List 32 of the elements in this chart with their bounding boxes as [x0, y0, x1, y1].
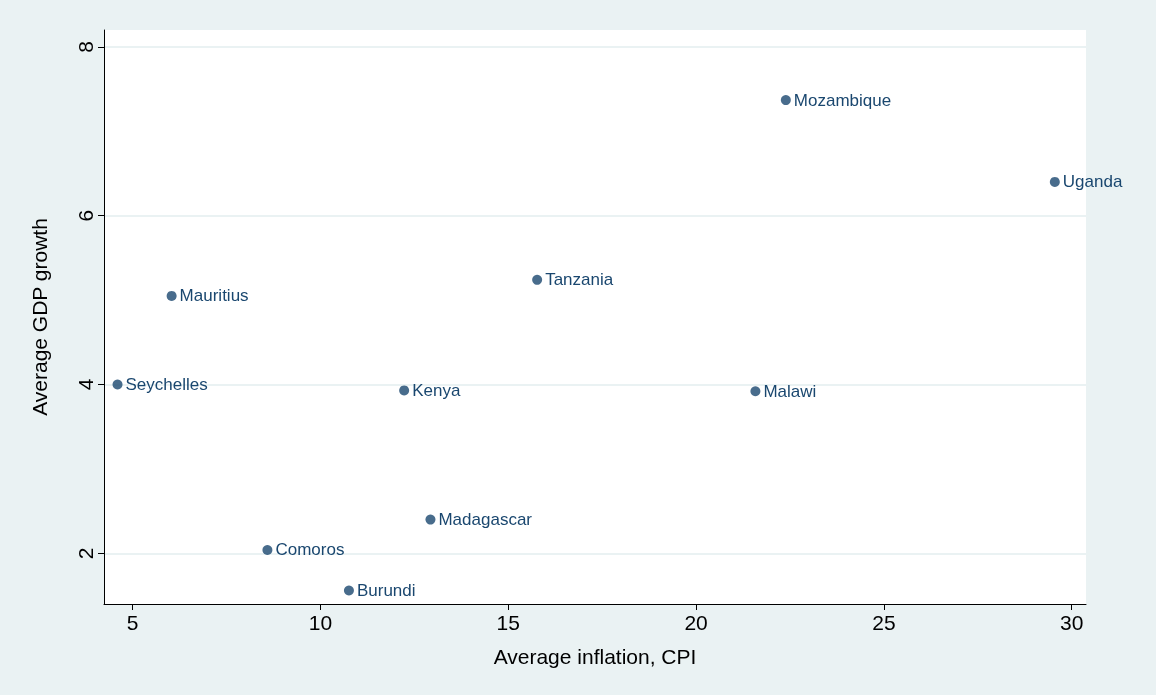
x-tick-label: 25	[872, 611, 896, 634]
annotation: Burundi	[356, 580, 416, 600]
annotation: Comoros	[275, 540, 345, 560]
point	[1049, 176, 1060, 187]
annotation: Kenya	[412, 380, 461, 400]
annotation: Uganda	[1062, 172, 1123, 192]
point	[343, 585, 354, 596]
y-tick-label: 6	[74, 209, 97, 222]
point	[262, 544, 273, 555]
x-tick-label: 15	[496, 611, 520, 634]
point	[532, 274, 543, 285]
point	[750, 386, 761, 397]
x-tick-label: 10	[308, 611, 333, 634]
x-tick-label: 20	[684, 611, 708, 634]
point	[780, 95, 791, 106]
annotation: Mozambique	[793, 90, 892, 110]
annotation: Seychelles	[125, 375, 208, 395]
point	[425, 514, 436, 525]
y-tick-label: 4	[74, 378, 97, 391]
point	[112, 379, 123, 390]
x-tick-label: 5	[126, 611, 139, 634]
y-tick-label: 8	[74, 41, 97, 53]
annotation: Mauritius	[179, 286, 249, 306]
y-axis-title: Average GDP growth	[28, 218, 51, 416]
annotation: Tanzania	[545, 270, 614, 290]
x-tick-label: 30	[1060, 611, 1084, 634]
point	[166, 290, 177, 301]
annotation: Malawi	[763, 381, 817, 401]
point	[399, 385, 410, 396]
x-axis-title: Average inflation, CPI	[493, 645, 697, 668]
y-tick-label: 2	[74, 547, 97, 560]
annotation: Madagascar	[438, 510, 533, 530]
